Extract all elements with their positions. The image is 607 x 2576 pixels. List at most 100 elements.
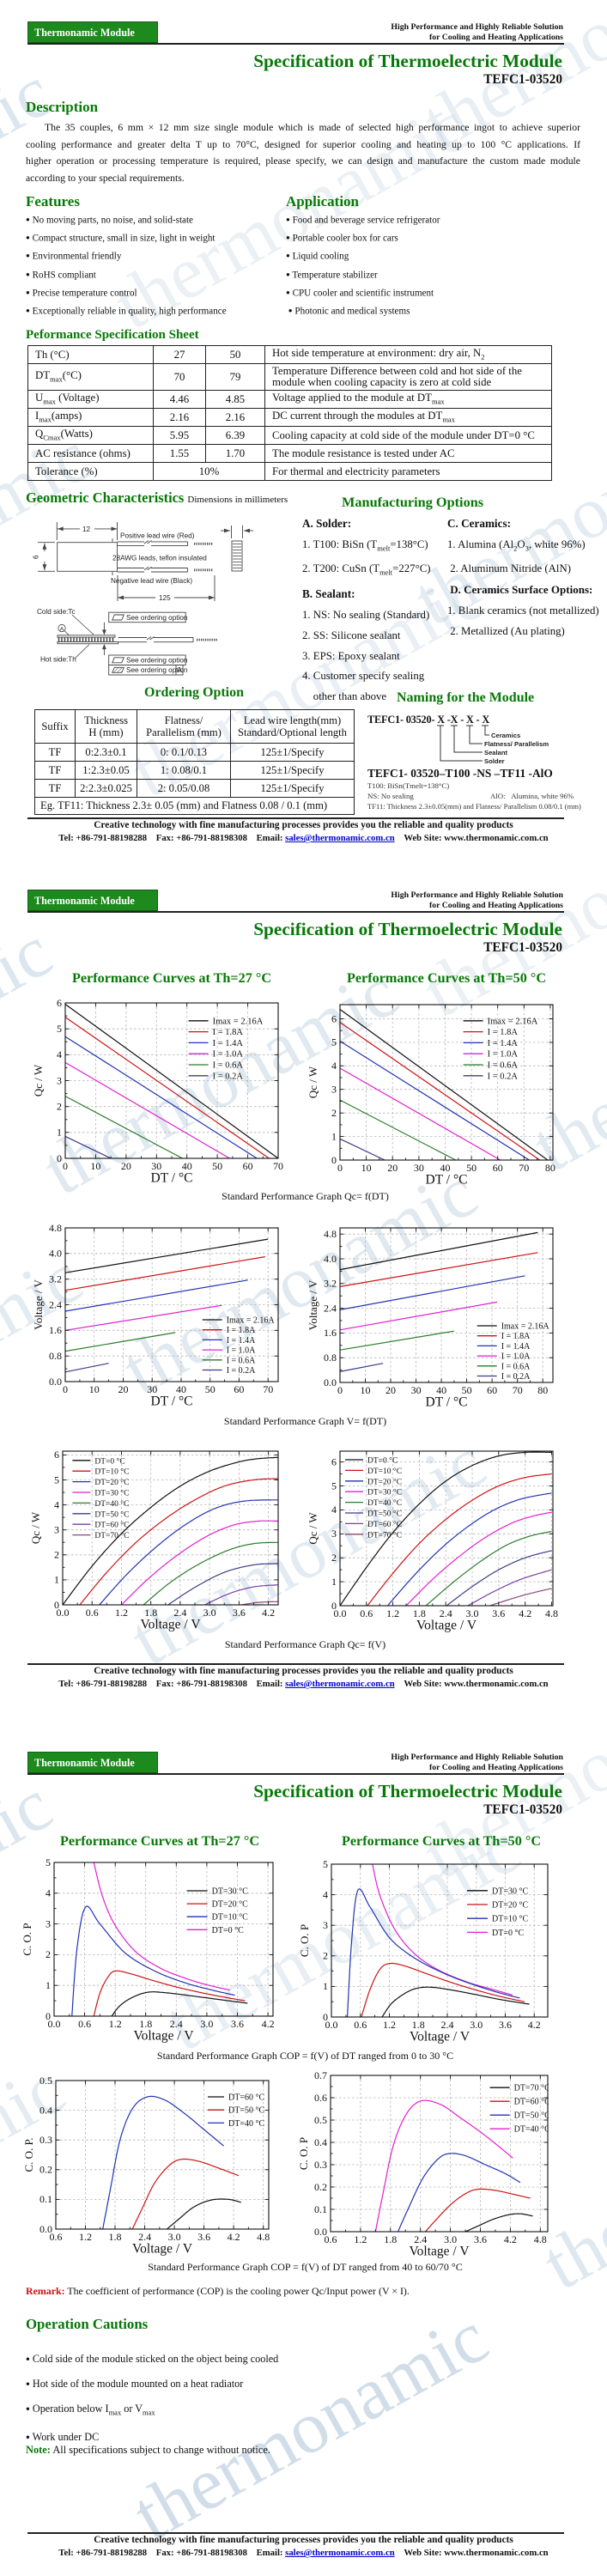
svg-text:DT=40 °C: DT=40 °C bbox=[367, 1498, 402, 1508]
svg-text:I = 1.8A: I = 1.8A bbox=[488, 1028, 519, 1037]
svg-text:0.6: 0.6 bbox=[78, 2018, 91, 2030]
svg-text:50: 50 bbox=[462, 1384, 472, 1396]
svg-text:4.8: 4.8 bbox=[257, 2231, 270, 2243]
svg-text:3.6: 3.6 bbox=[499, 2019, 512, 2031]
svg-text:4.2: 4.2 bbox=[262, 1607, 275, 1619]
svg-text:4: 4 bbox=[46, 1887, 51, 1899]
svg-text:DT=0 °C: DT=0 °C bbox=[492, 1929, 524, 1938]
svg-text:2: 2 bbox=[46, 1948, 51, 1960]
svg-text:Solder: Solder bbox=[484, 757, 505, 765]
svg-text:6: 6 bbox=[331, 1012, 337, 1024]
svg-text:3: 3 bbox=[323, 1919, 328, 1931]
svg-text:4.2: 4.2 bbox=[504, 2233, 517, 2245]
svg-text:See ordering option: See ordering option bbox=[126, 666, 188, 674]
svg-text:10: 10 bbox=[89, 1383, 100, 1395]
svg-text:80: 80 bbox=[537, 1384, 548, 1396]
svg-text:3.2: 3.2 bbox=[49, 1273, 62, 1285]
svg-text:0: 0 bbox=[57, 1152, 62, 1164]
svg-text:3.0: 3.0 bbox=[470, 2019, 483, 2031]
svg-text:Flatness/ Parallelism: Flatness/ Parallelism bbox=[484, 740, 549, 748]
svg-text:1.6: 1.6 bbox=[324, 1327, 337, 1339]
svg-text:60: 60 bbox=[243, 1160, 253, 1172]
svg-text:I = 0.2A: I = 0.2A bbox=[213, 1072, 244, 1081]
svg-text:1.8: 1.8 bbox=[109, 2231, 122, 2243]
svg-text:I = 0.2A: I = 0.2A bbox=[488, 1072, 519, 1081]
svg-text:20: 20 bbox=[121, 1160, 131, 1172]
svg-text:3.0: 3.0 bbox=[444, 2233, 457, 2245]
svg-text:Cold side:Tc: Cold side:Tc bbox=[37, 608, 76, 616]
svg-text:30: 30 bbox=[147, 1383, 157, 1395]
svg-text:Imax = 2.16A: Imax = 2.16A bbox=[227, 1316, 276, 1326]
svg-text:0.1: 0.1 bbox=[39, 2193, 52, 2205]
svg-text:Sealant: Sealant bbox=[484, 749, 507, 756]
svg-text:Voltage / V: Voltage / V bbox=[409, 2245, 470, 2259]
svg-text:2.4: 2.4 bbox=[173, 1607, 186, 1619]
svg-text:0: 0 bbox=[54, 1599, 59, 1611]
svg-text:70: 70 bbox=[513, 1384, 523, 1396]
svg-text:3.0: 3.0 bbox=[200, 2018, 213, 2030]
svg-text:40: 40 bbox=[182, 1160, 192, 1172]
svg-text:2: 2 bbox=[331, 1107, 337, 1119]
svg-text:2: 2 bbox=[331, 1552, 337, 1564]
svg-text:5: 5 bbox=[46, 1856, 51, 1868]
svg-text:Positive lead wire (Red): Positive lead wire (Red) bbox=[120, 532, 195, 540]
svg-text:I = 1.4A: I = 1.4A bbox=[488, 1039, 519, 1048]
svg-text:3.0: 3.0 bbox=[466, 1607, 479, 1619]
svg-text:10: 10 bbox=[90, 1160, 100, 1172]
svg-text:4: 4 bbox=[323, 1888, 328, 1900]
svg-text:DT=10 °C: DT=10 °C bbox=[212, 1913, 248, 1923]
svg-text:0.0: 0.0 bbox=[57, 1607, 70, 1619]
svg-text:Imax = 2.16A: Imax = 2.16A bbox=[501, 1322, 550, 1332]
svg-text:0.0: 0.0 bbox=[39, 2223, 52, 2235]
svg-text:1.6: 1.6 bbox=[49, 1324, 62, 1336]
svg-text:70: 70 bbox=[263, 1383, 273, 1395]
svg-text:4.8: 4.8 bbox=[534, 2233, 547, 2245]
svg-text:60: 60 bbox=[487, 1384, 497, 1396]
svg-text:DT=40 °C: DT=40 °C bbox=[514, 2125, 550, 2135]
svg-text:1.8: 1.8 bbox=[144, 1607, 157, 1619]
svg-text:3.6: 3.6 bbox=[474, 2233, 487, 2245]
svg-text:4: 4 bbox=[331, 1060, 337, 1072]
svg-text:5: 5 bbox=[323, 1858, 328, 1870]
svg-text:DT / °C: DT / °C bbox=[426, 1173, 468, 1186]
svg-text:4.8: 4.8 bbox=[49, 1222, 62, 1234]
svg-text:See ordering option: See ordering option bbox=[126, 614, 188, 622]
svg-text:4: 4 bbox=[54, 1498, 59, 1510]
svg-text:10: 10 bbox=[361, 1384, 371, 1396]
svg-text:0.0: 0.0 bbox=[324, 1376, 337, 1388]
svg-text:3: 3 bbox=[331, 1084, 337, 1096]
svg-text:0: 0 bbox=[63, 1383, 68, 1395]
svg-text:DT=20 °C: DT=20 °C bbox=[94, 1478, 129, 1487]
svg-text:See ordering option: See ordering option bbox=[126, 657, 188, 665]
svg-text:DT=10 °C: DT=10 °C bbox=[367, 1467, 402, 1476]
svg-text:6: 6 bbox=[57, 997, 62, 1009]
svg-text:0.0: 0.0 bbox=[48, 2018, 61, 2030]
svg-text:4.2: 4.2 bbox=[262, 2018, 275, 2030]
svg-text:50: 50 bbox=[205, 1383, 215, 1395]
svg-text:0.3: 0.3 bbox=[39, 2134, 52, 2146]
svg-text:3.6: 3.6 bbox=[492, 1607, 505, 1619]
svg-text:3: 3 bbox=[331, 1528, 337, 1540]
svg-text:I = 1.0A: I = 1.0A bbox=[488, 1050, 519, 1060]
svg-text:0.0: 0.0 bbox=[314, 2226, 327, 2238]
svg-text:0: 0 bbox=[331, 1154, 337, 1166]
svg-text:Imax = 2.16A: Imax = 2.16A bbox=[213, 1017, 264, 1026]
svg-text:1.2: 1.2 bbox=[79, 2231, 92, 2243]
svg-text:DT=30 °C: DT=30 °C bbox=[367, 1488, 402, 1498]
svg-text:Voltage / V: Voltage / V bbox=[132, 2242, 193, 2257]
svg-text:0.4: 0.4 bbox=[314, 2136, 327, 2148]
svg-text:I = 1.4A: I = 1.4A bbox=[501, 1342, 531, 1352]
svg-text:DT=60 °C: DT=60 °C bbox=[514, 2098, 550, 2107]
svg-text:0.0: 0.0 bbox=[325, 2019, 338, 2031]
svg-text:DT=20 °C: DT=20 °C bbox=[367, 1477, 402, 1486]
svg-text:DT=30 °C: DT=30 °C bbox=[492, 1886, 528, 1896]
svg-text:C. O. P: C. O. P bbox=[298, 1924, 311, 1957]
svg-text:I = 0.2A: I = 0.2A bbox=[227, 1366, 256, 1376]
svg-text:2.4: 2.4 bbox=[440, 1607, 452, 1619]
svg-text:0.7: 0.7 bbox=[314, 2069, 327, 2081]
svg-text:Ceramics: Ceramics bbox=[491, 732, 520, 739]
svg-text:30: 30 bbox=[414, 1162, 424, 1174]
svg-text:0.6: 0.6 bbox=[86, 1607, 99, 1619]
svg-text:1.8: 1.8 bbox=[139, 2018, 152, 2030]
svg-text:6: 6 bbox=[33, 555, 40, 559]
